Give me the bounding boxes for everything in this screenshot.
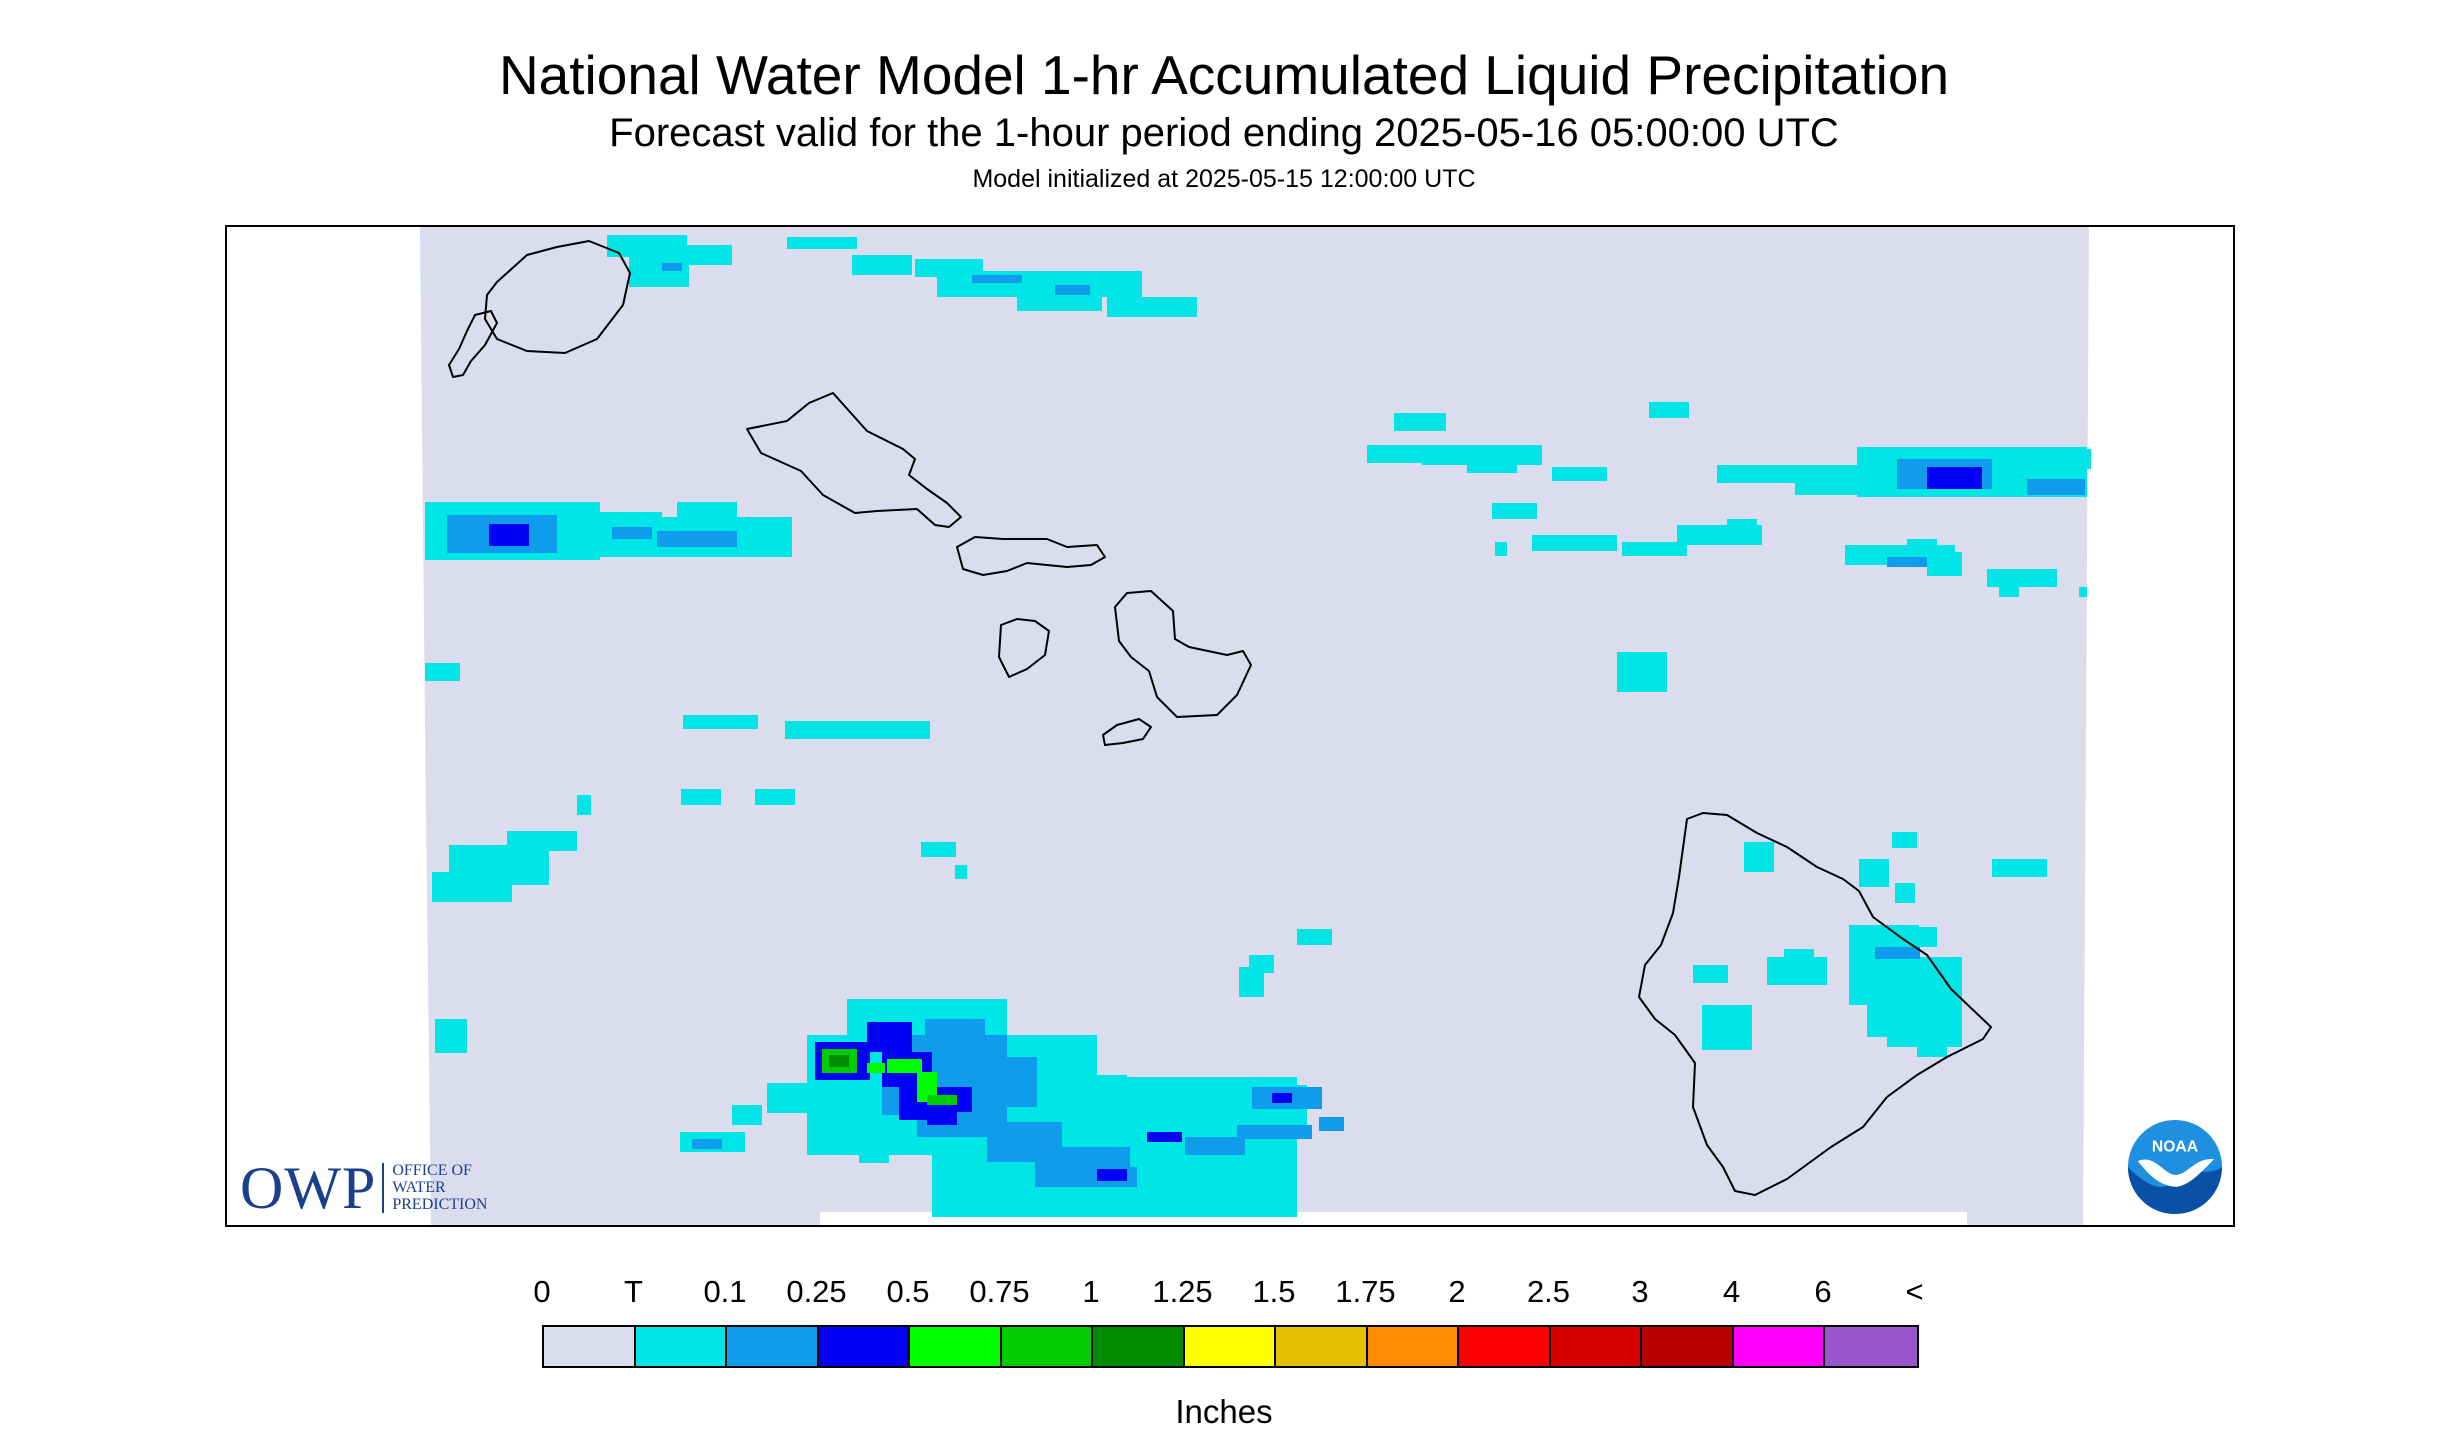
legend-label: <	[1905, 1274, 1924, 1309]
precip-0-5-areas	[822, 1049, 957, 1105]
island-kahoolawe	[1102, 718, 1152, 746]
legend-swatch	[1093, 1327, 1185, 1366]
legend-swatch	[1459, 1327, 1551, 1366]
owp-logo-text: OFFICE OF WATER PREDICTION	[392, 1160, 487, 1213]
legend-units: Inches	[1175, 1393, 1273, 1430]
legend-swatch	[635, 1327, 727, 1366]
legend-label: 1.75	[1335, 1274, 1396, 1309]
island-lanai	[998, 618, 1050, 678]
legend-label: 3	[1631, 1274, 1649, 1309]
map-subtitle: Forecast valid for the 1-hour period end…	[609, 111, 1839, 155]
color-legend	[542, 1325, 1919, 1368]
legend-swatch	[727, 1327, 819, 1366]
owp-logo-line1: OFFICE OF	[392, 1162, 472, 1179]
precip-0-1-areas	[447, 263, 2085, 1187]
legend-swatch	[1001, 1327, 1093, 1366]
island-oahu	[746, 392, 962, 528]
precip-trace-areas	[425, 235, 2091, 1217]
noaa-logo-text: NOAA	[2152, 1138, 2198, 1155]
legend-label: 1.25	[1152, 1274, 1213, 1309]
owp-logo: OWP OFFICE OF WATER PREDICTION	[240, 1155, 487, 1221]
owp-logo-line2: WATER	[392, 1179, 446, 1196]
island-niihau	[448, 310, 498, 378]
legend-swatch	[1367, 1327, 1459, 1366]
legend-label: 6	[1814, 1274, 1832, 1309]
island-kauai	[484, 240, 631, 354]
legend-swatch	[1825, 1327, 1917, 1366]
legend-swatch	[544, 1327, 636, 1366]
legend-swatch	[1184, 1327, 1276, 1366]
legend-label: 0.75	[969, 1274, 1030, 1309]
legend-label: 0.1	[703, 1274, 747, 1309]
owp-logo-line3: PREDICTION	[392, 1196, 488, 1213]
island-hawaii	[1638, 812, 1992, 1196]
legend-swatch	[910, 1327, 1002, 1366]
legend-label: 1	[1082, 1274, 1100, 1309]
legend-swatch	[1550, 1327, 1642, 1366]
coastlines	[448, 240, 1992, 1196]
legend-label: 4	[1722, 1274, 1741, 1309]
legend-label: 2	[1448, 1274, 1466, 1309]
legend-label: 0	[533, 1274, 551, 1309]
legend-label: T	[624, 1274, 643, 1309]
precipitation-map	[225, 225, 2235, 1227]
map-title: National Water Model 1-hr Accumulated Li…	[498, 44, 1950, 106]
precipitation-map-canvas	[420, 227, 2091, 1225]
legend-swatch	[818, 1327, 910, 1366]
legend-label: 0.25	[786, 1274, 847, 1309]
model-domain	[420, 227, 2089, 1225]
owp-logo-abbr: OWP	[240, 1155, 377, 1221]
legend-swatch	[1276, 1327, 1368, 1366]
island-molokai	[956, 536, 1106, 576]
owp-logo-divider	[382, 1163, 385, 1213]
legend-swatch	[1642, 1327, 1734, 1366]
noaa-logo: NOAA	[2127, 1119, 2223, 1215]
model-init-time: Model initialized at 2025-05-15 12:00:00…	[972, 165, 1476, 193]
legend-label: 2.5	[1526, 1274, 1571, 1309]
legend-swatch	[1733, 1327, 1825, 1366]
island-maui	[1114, 590, 1252, 718]
legend-label: 0.5	[886, 1274, 930, 1309]
legend-label: 1.5	[1252, 1274, 1296, 1309]
